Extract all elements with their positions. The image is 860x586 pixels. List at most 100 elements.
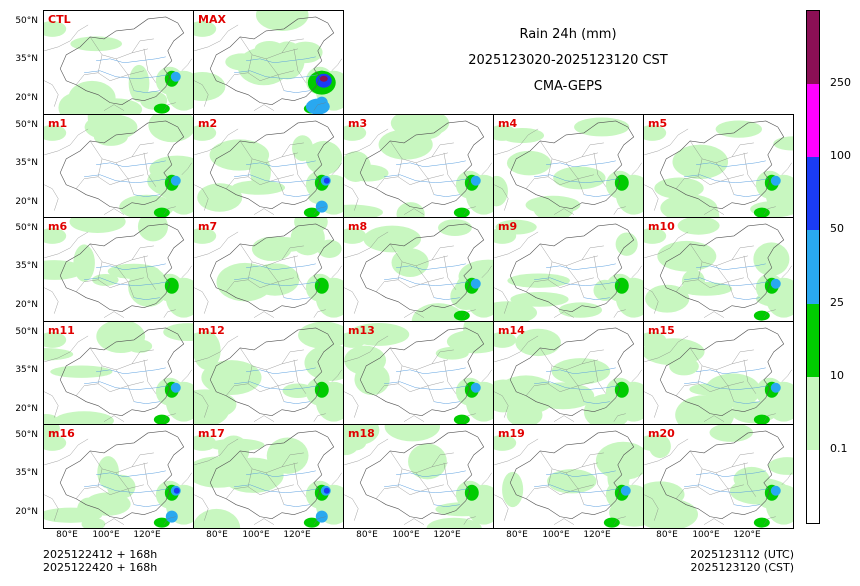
river [283, 194, 310, 197]
rain-area-light [574, 117, 630, 137]
province-border [281, 142, 304, 157]
rain-area-light [494, 331, 517, 348]
rain-area-light [209, 138, 270, 171]
lat-tick-label: 20°N [15, 93, 38, 103]
lon-tick-label: 120°E [133, 530, 161, 540]
rain-area-light [553, 166, 606, 190]
rain-area-light [68, 80, 116, 114]
province-border [226, 176, 249, 189]
country-border [644, 184, 659, 211]
rain-area-light [344, 228, 367, 245]
country-border [44, 391, 59, 418]
river [234, 484, 318, 494]
country-border [763, 206, 776, 215]
map-panel-m18: m18 [343, 424, 494, 529]
province-border [676, 383, 699, 396]
river [234, 70, 318, 79]
title-line-1: Rain 24h (mm) [519, 27, 617, 42]
province-border [376, 279, 399, 293]
country-border [313, 309, 326, 318]
colorbar-segment [807, 229, 819, 304]
country-border [194, 80, 209, 107]
river [534, 484, 618, 494]
rain-area-light [253, 237, 310, 253]
province-border [431, 142, 454, 157]
river [133, 90, 160, 93]
country-border [481, 162, 492, 175]
country-border [331, 473, 342, 486]
country-border [494, 231, 539, 259]
rain-area-moderate [303, 518, 320, 528]
colorbar-segment [807, 83, 819, 158]
river [583, 297, 610, 301]
river [433, 194, 460, 197]
province-border [697, 469, 744, 496]
rain-area-light [615, 232, 638, 257]
country-border [344, 494, 359, 522]
province-border [715, 162, 735, 195]
country-border [631, 473, 642, 486]
country-border [253, 415, 275, 422]
rain-area-light [305, 140, 343, 175]
country-border [331, 162, 342, 175]
country-border [344, 128, 389, 155]
rain-area-light [208, 439, 265, 452]
province-border [97, 469, 144, 496]
map-canvas [194, 218, 343, 321]
panel-label: CTL [48, 13, 71, 26]
lat-tick-label: 50°N [15, 119, 38, 130]
country-border [403, 518, 425, 526]
lat-tick-label: 35°N [15, 54, 38, 64]
lon-tick-label: 120°E [433, 530, 461, 540]
country-border [703, 208, 725, 215]
country-border [44, 24, 89, 52]
rain-area-light [255, 11, 309, 32]
river [96, 56, 166, 64]
rain-area-moderate [753, 518, 770, 528]
river [546, 367, 616, 374]
river [684, 277, 768, 287]
panel-label: m4 [498, 116, 518, 130]
province-border [697, 365, 744, 392]
province-border [581, 349, 604, 364]
country-border [344, 287, 359, 314]
river [546, 470, 616, 478]
river [133, 194, 160, 197]
rain-area-light [282, 383, 314, 398]
country-border [403, 415, 425, 422]
province-border [676, 279, 699, 293]
province-border [431, 245, 454, 261]
province-border [131, 349, 154, 364]
rain-area-light [645, 284, 690, 313]
province-border [526, 383, 549, 396]
lon-tick-label: 100°E [242, 530, 270, 540]
country-border [781, 162, 792, 175]
rain-area-moderate [603, 518, 620, 528]
province-border [443, 463, 457, 498]
rain-area-light [657, 241, 717, 272]
rain-area-light [194, 72, 226, 101]
province-border [115, 58, 135, 91]
river [84, 277, 168, 287]
map-canvas [44, 321, 193, 425]
rain-area-moderate [153, 207, 170, 218]
country-border [194, 391, 209, 418]
rain-area-extreme [319, 75, 328, 82]
map-panel-m12: m12 [193, 320, 344, 426]
country-border [163, 206, 176, 215]
rain-area-heavy [170, 71, 181, 82]
province-border [376, 486, 399, 500]
rain-area-light [644, 435, 667, 452]
country-border [509, 431, 635, 520]
river [583, 401, 610, 404]
river [96, 160, 166, 167]
province-border [131, 245, 154, 261]
province-border [376, 383, 399, 396]
footer-left-line-2: 2025122420 + 168h [43, 561, 158, 574]
country-border [163, 516, 176, 526]
rain-area-light [408, 443, 447, 480]
rain-area-light [654, 177, 704, 199]
rain-area-moderate [753, 310, 770, 321]
country-border [209, 327, 335, 416]
province-border [731, 142, 754, 157]
